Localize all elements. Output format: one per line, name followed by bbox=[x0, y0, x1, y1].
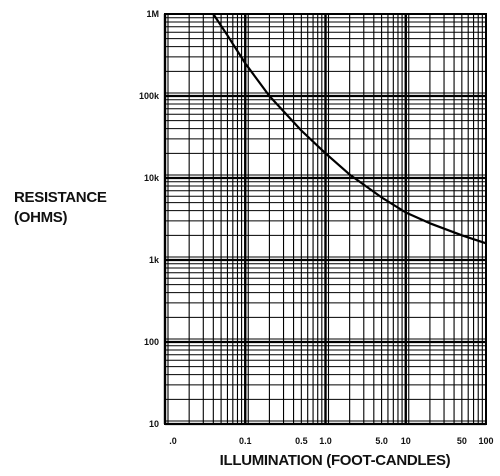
y-axis-label-line1: RESISTANCE bbox=[14, 189, 107, 206]
plot-frame bbox=[164, 13, 487, 425]
x-tick-label: .0 bbox=[169, 436, 177, 446]
x-tick-label: 0.5 bbox=[295, 436, 308, 446]
y-axis-label-line2: (OHMS) bbox=[14, 209, 68, 226]
y-tick-label: 100k bbox=[139, 91, 160, 101]
x-tick-label: 1.0 bbox=[319, 436, 332, 446]
series-line bbox=[212, 13, 487, 245]
x-tick-label: 0.1 bbox=[239, 436, 252, 446]
y-tick-label: 10 bbox=[149, 419, 159, 429]
y-axis-label: RESISTANCE (OHMS) bbox=[14, 188, 134, 228]
y-tick-label: 1M bbox=[146, 9, 159, 19]
y-tick-label: 100 bbox=[144, 337, 159, 347]
x-tick-label: 10 bbox=[401, 436, 411, 446]
y-tick-label: 10k bbox=[144, 173, 160, 183]
x-tick-label: 100 bbox=[478, 436, 493, 446]
x-tick-labels: .0 0.1 0.5 1.0 5.0 10 50 100 bbox=[169, 436, 493, 446]
y-tick-label: 1k bbox=[149, 255, 160, 265]
y-tick-labels: 10 100 1k 10k 100k 1M bbox=[139, 9, 160, 429]
x-tick-label: 5.0 bbox=[375, 436, 388, 446]
grid bbox=[163, 14, 486, 426]
x-tick-label: 50 bbox=[457, 436, 467, 446]
x-axis-label: ILLUMINATION (FOOT-CANDLES) bbox=[219, 452, 451, 469]
